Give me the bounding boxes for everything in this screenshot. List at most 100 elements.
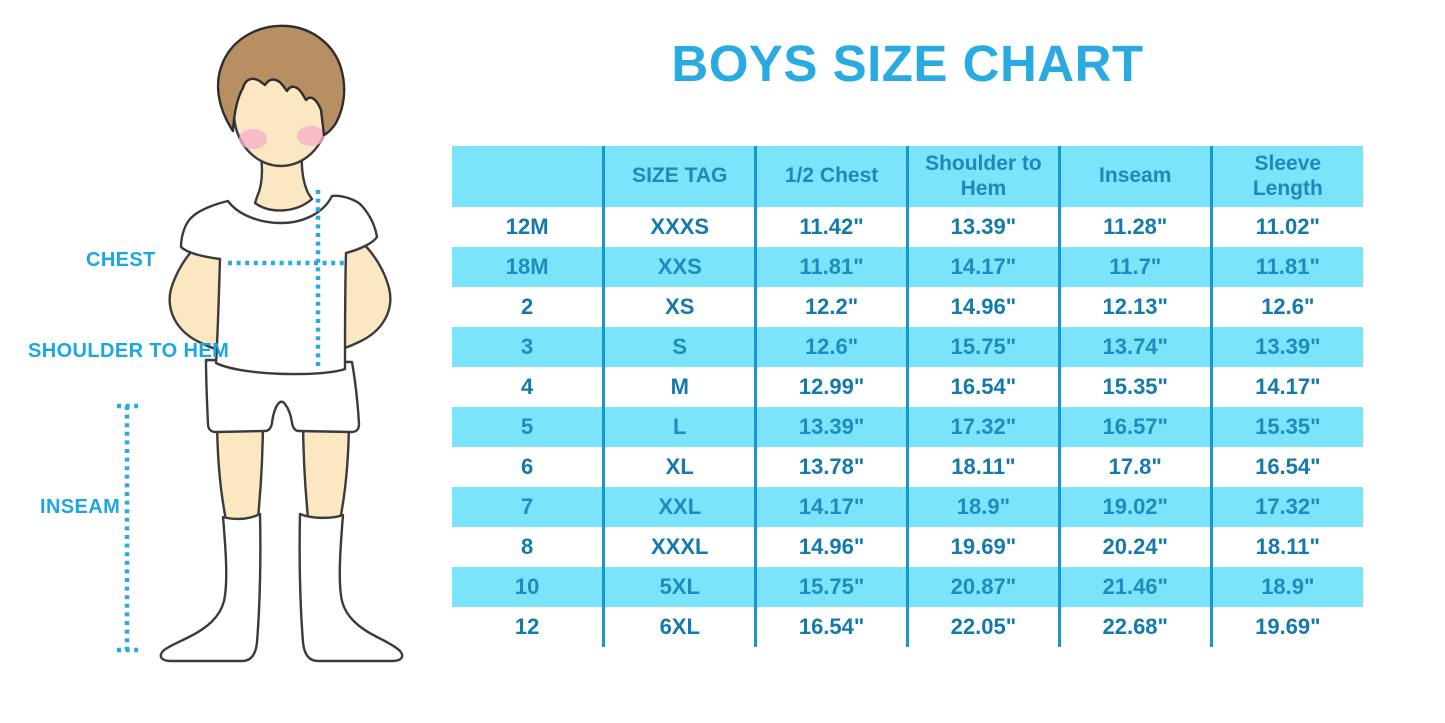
shoulder-to-hem-cell: 14.96" (905, 287, 1060, 327)
table-row: 4 M 12.99" 16.54" 15.35" 14.17" (452, 367, 1363, 407)
table-row: 8 XXXL 14.96" 19.69" 20.24" 18.11" (452, 527, 1363, 567)
table-row: 7 XXL 14.17" 18.9" 19.02" 17.32" (452, 487, 1363, 527)
t-shirt (179, 194, 379, 376)
table-row: 2 XS 12.2" 14.96" 12.13" 12.6" (452, 287, 1363, 327)
size-tag-cell: M (602, 367, 756, 407)
size-tag-cell: L (602, 407, 756, 447)
table-row: 10 5XL 15.75" 20.87" 21.46" 18.9" (452, 567, 1363, 607)
sleeve-length-cell: 15.35" (1209, 407, 1363, 447)
table-row: 12 6XL 16.54" 22.05" 22.68" 19.69" (452, 607, 1363, 647)
sleeve-length-cell: 13.39" (1209, 327, 1363, 367)
table-row: 3 S 12.6" 15.75" 13.74" 13.39" (452, 327, 1363, 367)
table-row: 12M XXXS 11.42" 13.39" 11.28" 11.02" (452, 207, 1363, 247)
table-row: 6 XL 13.78" 18.11" 17.8" 16.54" (452, 447, 1363, 487)
size-tag-cell: XL (602, 447, 756, 487)
size-cell: 5 (452, 407, 604, 447)
size-cell: 7 (452, 487, 604, 527)
size-cell: 4 (452, 367, 604, 407)
half-chest-cell: 11.81" (754, 247, 908, 287)
col-header-inseam: Inseam (1057, 146, 1212, 207)
inseam-cell: 20.24" (1057, 527, 1212, 567)
shoulder-to-hem-cell: 15.75" (905, 327, 1060, 367)
size-tag-cell: XXS (602, 247, 756, 287)
boy-illustration (117, 24, 404, 663)
size-tag-cell: 6XL (602, 607, 756, 647)
inseam-cell: 11.7" (1057, 247, 1212, 287)
page-title: BOYS SIZE CHART (671, 35, 1144, 92)
shoulder-to-hem-label: SHOULDER TO HEM (28, 340, 230, 362)
shoulder-to-hem-cell: 16.54" (905, 367, 1060, 407)
table-header-row: SIZE TAG 1/2 Chest Shoulder to Hem Insea… (452, 146, 1363, 207)
size-cell: 18M (452, 247, 604, 287)
inseam-cell: 12.13" (1057, 287, 1212, 327)
inseam-cell: 15.35" (1057, 367, 1212, 407)
half-chest-cell: 13.39" (754, 407, 908, 447)
hair (216, 24, 346, 137)
inseam-cell: 22.68" (1057, 607, 1212, 647)
shoulder-to-hem-cell: 18.9" (905, 487, 1060, 527)
boy-measurement-figure: CHEST SHOULDER TO HEM INSEAM (0, 0, 445, 723)
size-cell: 12M (452, 207, 604, 247)
chest-label: CHEST (86, 249, 156, 271)
shoulder-to-hem-cell: 17.32" (905, 407, 1060, 447)
size-cell: 12 (452, 607, 604, 647)
shoulder-to-hem-cell: 18.11" (905, 447, 1060, 487)
inseam-cell: 16.57" (1057, 407, 1212, 447)
half-chest-cell: 12.6" (754, 327, 908, 367)
sleeve-length-cell: 17.32" (1209, 487, 1363, 527)
col-header-size (452, 146, 604, 207)
size-cell: 6 (452, 447, 604, 487)
shorts (204, 358, 361, 434)
size-cell: 10 (452, 567, 604, 607)
sleeve-length-cell: 14.17" (1209, 367, 1363, 407)
half-chest-cell: 14.17" (754, 487, 908, 527)
inseam-cell: 19.02" (1057, 487, 1212, 527)
half-chest-cell: 15.75" (754, 567, 908, 607)
sleeve-length-cell: 11.81" (1209, 247, 1363, 287)
inseam-cell: 13.74" (1057, 327, 1212, 367)
sleeve-length-cell: 12.6" (1209, 287, 1363, 327)
table-header: SIZE TAG 1/2 Chest Shoulder to Hem Insea… (452, 146, 1363, 207)
inseam-label: INSEAM (40, 496, 121, 518)
shoulder-to-hem-cell: 13.39" (905, 207, 1060, 247)
sleeve-length-cell: 18.9" (1209, 567, 1363, 607)
inseam-cell: 11.28" (1057, 207, 1212, 247)
col-header-shoulder-to-hem: Shoulder to Hem (905, 146, 1060, 207)
shoulder-to-hem-cell: 19.69" (905, 527, 1060, 567)
sleeve-length-cell: 11.02" (1209, 207, 1363, 247)
col-header-half-chest: 1/2 Chest (754, 146, 908, 207)
left-cheek (239, 129, 267, 149)
size-tag-cell: 5XL (602, 567, 756, 607)
half-chest-cell: 14.96" (754, 527, 908, 567)
half-chest-cell: 13.78" (754, 447, 908, 487)
right-cheek (297, 126, 325, 146)
size-cell: 8 (452, 527, 604, 567)
size-cell: 2 (452, 287, 604, 327)
sleeve-length-cell: 18.11" (1209, 527, 1363, 567)
half-chest-cell: 12.2" (754, 287, 908, 327)
shoulder-to-hem-cell: 14.17" (905, 247, 1060, 287)
size-table: SIZE TAG 1/2 Chest Shoulder to Hem Insea… (452, 146, 1363, 647)
size-tag-cell: XXXS (602, 207, 756, 247)
size-cell: 3 (452, 327, 604, 367)
col-header-sleeve-length: Sleeve Length (1209, 146, 1363, 207)
left-sock (159, 512, 262, 663)
inseam-cell: 21.46" (1057, 567, 1212, 607)
shoulder-to-hem-cell: 20.87" (905, 567, 1060, 607)
size-tag-cell: XXL (602, 487, 756, 527)
col-header-size-tag: SIZE TAG (602, 146, 756, 207)
size-tag-cell: XXXL (602, 527, 756, 567)
right-sock (298, 512, 404, 663)
shoulder-to-hem-cell: 22.05" (905, 607, 1060, 647)
inseam-cell: 17.8" (1057, 447, 1212, 487)
half-chest-cell: 16.54" (754, 607, 908, 647)
sleeve-length-cell: 19.69" (1209, 607, 1363, 647)
sleeve-length-cell: 16.54" (1209, 447, 1363, 487)
table-row: 5 L 13.39" 17.32" 16.57" 15.35" (452, 407, 1363, 447)
half-chest-cell: 12.99" (754, 367, 908, 407)
half-chest-cell: 11.42" (754, 207, 908, 247)
size-tag-cell: XS (602, 287, 756, 327)
table-body: 12M XXXS 11.42" 13.39" 11.28" 11.02" 18M XXS 11.… (452, 207, 1363, 647)
table-row: 18M XXS 11.81" 14.17" 11.7" 11.81" (452, 247, 1363, 287)
